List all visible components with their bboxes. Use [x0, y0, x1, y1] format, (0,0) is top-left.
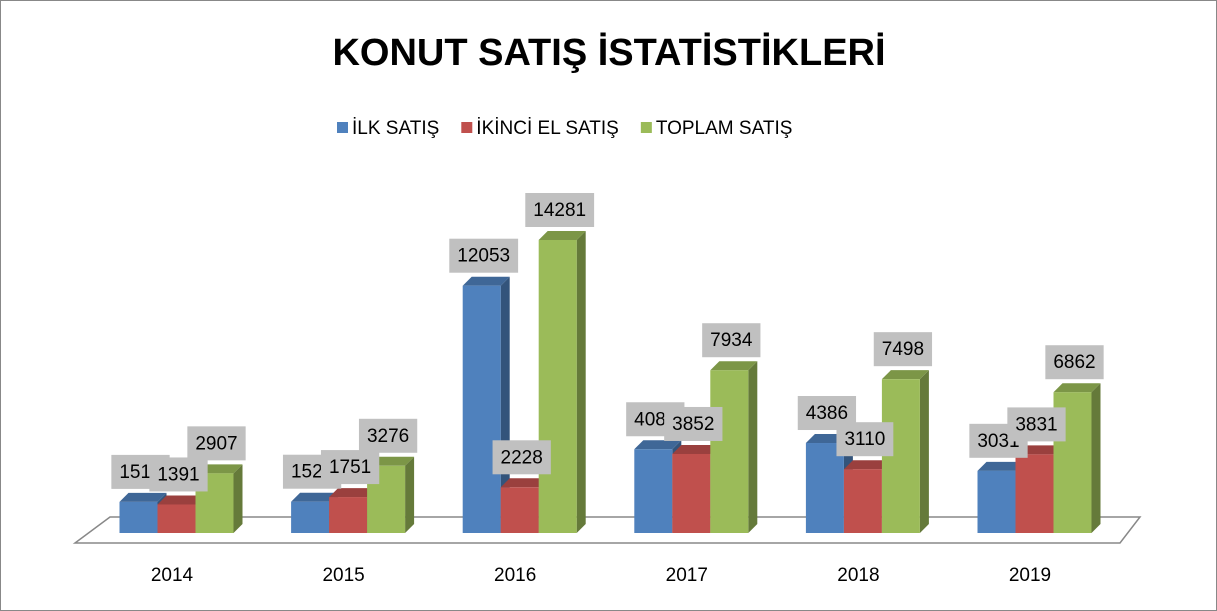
data-label-text: 14281 — [533, 200, 586, 221]
data-label: 7498 — [873, 332, 933, 367]
data-label-text: 2228 — [501, 447, 543, 468]
data-label: 14281 — [525, 193, 595, 227]
bar — [119, 501, 158, 533]
data-label-text: 2907 — [195, 433, 237, 454]
bar — [1015, 454, 1054, 533]
bar — [462, 285, 501, 533]
bar — [157, 504, 196, 533]
bar-top — [462, 276, 510, 286]
bar-top — [500, 478, 548, 488]
bar — [634, 449, 673, 533]
bar-top — [157, 495, 205, 505]
bar-side — [919, 370, 929, 533]
legend-swatch — [337, 122, 348, 133]
bar-top — [710, 361, 758, 371]
data-label: 7934 — [702, 323, 761, 358]
data-label-text: 3831 — [1015, 414, 1057, 435]
bar-top — [538, 231, 586, 240]
data-label-text: 4386 — [806, 403, 848, 424]
bar — [843, 469, 882, 533]
bar-side — [748, 361, 758, 533]
bar — [710, 370, 749, 533]
data-label-box — [702, 323, 761, 358]
bar-top — [634, 440, 682, 450]
bar-side — [405, 456, 415, 533]
data-label-box — [1045, 345, 1104, 380]
data-label-box — [664, 406, 723, 441]
data-label-text: 3276 — [367, 426, 409, 447]
data-label: 1391 — [149, 457, 208, 492]
x-tick-label: 2017 — [666, 565, 708, 586]
data-label-box — [525, 193, 595, 227]
bar-top — [977, 461, 1025, 471]
data-label-text: 3852 — [672, 414, 714, 435]
data-label-box — [449, 238, 519, 273]
bar-top — [119, 492, 167, 502]
chart-title: KONUT SATIŞ İSTATİSTİKLERİ — [332, 32, 885, 74]
bar — [977, 470, 1016, 533]
bar-side — [576, 231, 586, 533]
data-label-box — [320, 450, 380, 485]
data-label-text: 6862 — [1053, 352, 1095, 373]
data-label-box — [358, 418, 418, 453]
bar-top — [329, 488, 377, 498]
data-label: 2228 — [492, 440, 551, 475]
bar-side — [233, 464, 243, 533]
bar — [329, 497, 368, 533]
x-tick-label: 2015 — [322, 565, 364, 586]
x-tick-label: 2018 — [837, 565, 879, 586]
data-label-text: 7498 — [882, 339, 924, 360]
data-label: 3831 — [1007, 407, 1066, 442]
bar — [805, 443, 844, 533]
legend-label: TOPLAM SATIŞ — [656, 118, 793, 139]
data-label-text: 1391 — [157, 464, 199, 485]
legend-label: İLK SATIŞ — [352, 118, 439, 139]
bar-top — [843, 460, 891, 470]
bar-top — [1053, 383, 1101, 393]
bar-top — [291, 492, 339, 502]
data-label: 2907 — [187, 426, 246, 461]
data-label: 12053 — [449, 238, 519, 273]
bar — [538, 240, 577, 533]
data-label-box — [492, 440, 551, 475]
legend-label: İKİNCİ EL SATIŞ — [476, 118, 619, 139]
legend-swatch — [640, 122, 652, 133]
data-label-box — [1007, 407, 1066, 442]
data-label: 3110 — [836, 422, 894, 457]
bar — [672, 453, 711, 533]
bar — [291, 501, 330, 533]
legend-swatch — [461, 122, 473, 133]
bar-side — [1091, 383, 1101, 533]
data-label-text: 3110 — [844, 429, 885, 450]
data-label-box — [187, 426, 246, 461]
data-label-box — [873, 332, 933, 367]
data-label: 3276 — [358, 418, 418, 453]
x-tick-label: 2016 — [494, 565, 536, 586]
data-label: 3852 — [664, 406, 723, 441]
data-label: 1751 — [320, 450, 380, 485]
data-label-box — [149, 457, 208, 492]
x-tick-label: 2019 — [1009, 565, 1051, 586]
data-label-box — [836, 422, 894, 457]
bar-top — [672, 444, 720, 454]
bar-top — [881, 370, 929, 380]
data-label: 6862 — [1045, 345, 1104, 380]
bar — [500, 487, 539, 533]
data-label-text: 1751 — [329, 457, 371, 478]
data-label-text: 12053 — [457, 246, 510, 267]
x-tick-label: 2014 — [151, 565, 194, 586]
data-label-text: 7934 — [710, 330, 753, 351]
